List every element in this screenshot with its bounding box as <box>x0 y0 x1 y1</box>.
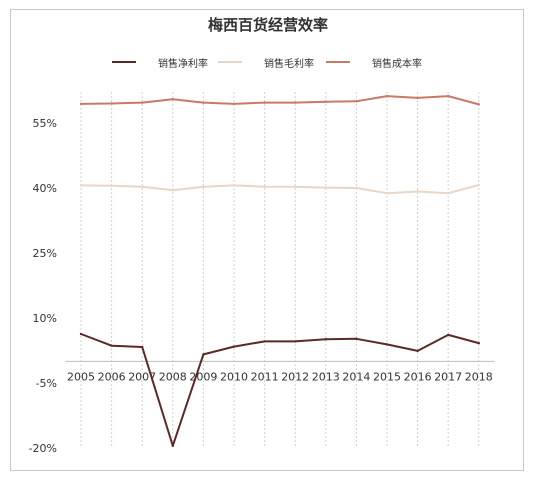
legend-swatch-cost-rate <box>326 61 350 63</box>
data-point-gross-margin-2011 <box>263 185 266 188</box>
data-point-gross-margin-2005 <box>79 184 83 187</box>
data-point-cost-rate-2011 <box>263 101 266 104</box>
x-tick-label-2014: 2014 <box>342 370 370 383</box>
legend-swatch-gross-margin <box>218 61 242 63</box>
data-point-net-margin-2005 <box>79 332 83 336</box>
data-point-gross-margin-2016 <box>416 190 419 193</box>
x-tick-label-2017: 2017 <box>434 370 462 383</box>
data-point-cost-rate-2007 <box>141 101 144 104</box>
data-point-net-margin-2011 <box>263 340 266 343</box>
data-point-cost-rate-2013 <box>324 100 327 103</box>
y-tick-label: 10% <box>33 312 57 325</box>
data-point-cost-rate-2006 <box>110 102 113 105</box>
x-tick-label-2008: 2008 <box>159 370 187 383</box>
data-point-net-margin-2007 <box>141 345 144 349</box>
data-point-cost-rate-2017 <box>447 94 450 98</box>
data-point-net-margin-2006 <box>110 344 113 347</box>
legend-item-net-margin: 销售净利率 <box>112 52 208 72</box>
data-point-gross-margin-2017 <box>447 192 450 195</box>
data-point-net-margin-2010 <box>232 345 236 348</box>
x-tick-label-2018: 2018 <box>465 370 493 383</box>
series-line-net-margin <box>80 333 480 447</box>
x-tick-label-2013: 2013 <box>312 370 340 383</box>
series-line-cost-rate <box>80 95 480 106</box>
data-point-gross-margin-2006 <box>110 184 113 188</box>
y-tick-label: 40% <box>33 182 57 195</box>
data-point-gross-margin-2010 <box>232 184 236 187</box>
y-tick-label: 25% <box>33 247 57 260</box>
data-point-cost-rate-2015 <box>385 94 389 98</box>
data-point-gross-margin-2007 <box>141 185 144 188</box>
data-point-cost-rate-2016 <box>416 96 419 100</box>
legend-label-cost-rate: 销售成本率 <box>372 58 422 70</box>
legend-item-gross-margin: 销售毛利率 <box>218 52 314 72</box>
data-point-cost-rate-2014 <box>355 100 358 103</box>
data-point-gross-margin-2018 <box>477 183 480 187</box>
chart-title: 梅西百货经营效率 <box>207 16 328 34</box>
data-point-gross-margin-2012 <box>294 185 297 188</box>
y-tick-label: -5% <box>36 377 57 390</box>
x-tick-label-2011: 2011 <box>251 370 279 383</box>
y-tick-label: 55% <box>33 117 57 130</box>
data-point-cost-rate-2005 <box>79 102 83 106</box>
data-point-net-margin-2008 <box>171 444 174 448</box>
data-point-gross-margin-2014 <box>355 186 358 190</box>
x-tick-label-2006: 2006 <box>98 370 126 383</box>
data-point-net-margin-2013 <box>324 338 327 341</box>
data-point-gross-margin-2013 <box>324 186 327 189</box>
x-tick-label-2016: 2016 <box>404 370 432 383</box>
data-point-cost-rate-2010 <box>232 102 236 106</box>
series-line-gross-margin <box>80 184 480 195</box>
x-tick-label-2012: 2012 <box>281 370 309 383</box>
x-tick-label-2005: 2005 <box>67 370 95 383</box>
data-point-net-margin-2016 <box>416 349 419 353</box>
legend-swatch-net-margin <box>112 61 136 63</box>
chart-frame <box>10 9 524 471</box>
data-point-gross-margin-2015 <box>385 192 389 195</box>
data-point-net-margin-2012 <box>294 340 297 343</box>
data-point-net-margin-2014 <box>355 337 358 340</box>
data-point-gross-margin-2008 <box>171 188 174 192</box>
legend: 销售净利率 销售毛利率 销售成本率 <box>0 52 536 72</box>
legend-label-net-margin: 销售净利率 <box>158 58 208 70</box>
legend-item-cost-rate: 销售成本率 <box>326 52 422 72</box>
data-point-net-margin-2018 <box>477 341 480 345</box>
data-point-cost-rate-2018 <box>477 103 480 106</box>
data-point-cost-rate-2012 <box>294 101 297 104</box>
data-point-net-margin-2017 <box>447 333 450 337</box>
data-point-gross-margin-2009 <box>202 185 205 188</box>
data-point-cost-rate-2008 <box>171 97 174 101</box>
x-tick-label-2015: 2015 <box>373 370 401 383</box>
x-tick-label-2010: 2010 <box>220 370 248 383</box>
x-tick-label-2007: 2007 <box>128 370 156 383</box>
data-point-cost-rate-2009 <box>202 101 205 104</box>
y-tick-label: -20% <box>29 442 57 455</box>
legend-label-gross-margin: 销售毛利率 <box>264 58 314 70</box>
data-point-net-margin-2009 <box>202 353 205 356</box>
data-point-net-margin-2015 <box>385 343 389 346</box>
